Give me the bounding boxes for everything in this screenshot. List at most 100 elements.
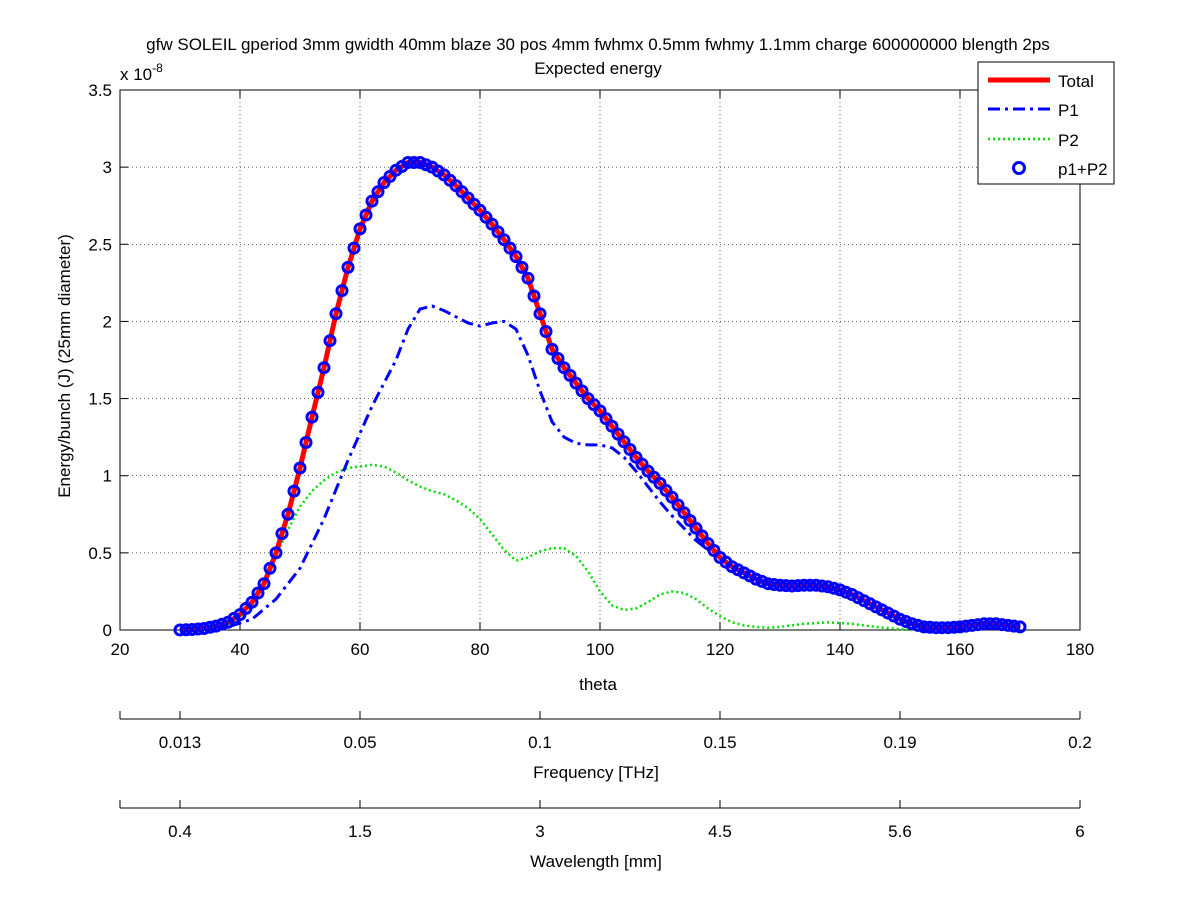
- series-p1p2-marker: [611, 427, 625, 441]
- series-p1p2-marker: [977, 617, 991, 631]
- series-p1p2-marker: [371, 185, 385, 199]
- series-p1p2-marker: [413, 156, 427, 169]
- series-p1p2-marker: [899, 615, 913, 628]
- series-p1p2-marker: [407, 156, 421, 169]
- secondary-tick-label: 0.013: [159, 733, 202, 752]
- series-p1p2-marker: [257, 577, 271, 591]
- wavelength-axis: 0.4 1.5 3 4.5 5.6 6: [119, 800, 1085, 841]
- y-tick-label: 2: [103, 312, 112, 331]
- series-p1p2-marker: [497, 233, 511, 247]
- legend-label-p1p2: p1+P2: [1058, 160, 1108, 179]
- series-p1p2-marker: [1007, 619, 1021, 633]
- x-tick-label: 160: [946, 640, 974, 659]
- series-p1p2-marker: [749, 572, 763, 586]
- x-tick-label: 80: [471, 640, 490, 659]
- chart-title-line2: Expected energy: [534, 59, 662, 78]
- x-tick-label: 140: [826, 640, 854, 659]
- x-tick-label: 180: [1066, 640, 1094, 659]
- series-p1p2-marker: [995, 618, 1009, 632]
- series-p1p2-marker: [815, 579, 829, 593]
- series-p1p2-marker: [203, 620, 217, 634]
- series-p1p2-marker: [179, 623, 193, 637]
- series-p1p2-marker: [917, 620, 931, 634]
- series-p1p2-marker: [983, 617, 997, 631]
- frequency-axis: 0.013 0.05 0.1 0.15 0.19 0.2: [119, 711, 1092, 752]
- series-p1p2-marker: [755, 574, 769, 588]
- series-p1p2-marker: [359, 208, 373, 222]
- secondary-tick-label: 3: [535, 822, 544, 841]
- series-p1p2-marker: [209, 619, 223, 633]
- series-p1p2-marker: [335, 284, 349, 298]
- series-p1p2-marker: [557, 361, 571, 375]
- series-p1p2-marker: [893, 612, 907, 626]
- series-p1p2-marker: [779, 579, 793, 593]
- series-p1p2-marker: [683, 514, 697, 527]
- legend-entry-p1: P1: [988, 101, 1079, 120]
- series-p1p2-marker: [215, 617, 229, 631]
- series-p1p2-marker: [791, 579, 805, 593]
- series-p1p2-marker: [515, 260, 529, 274]
- series-p1p2-marker: [539, 325, 553, 338]
- series-p1p2-marker: [947, 620, 961, 634]
- series-p1p2-marker: [545, 342, 559, 356]
- y-tick-label: 3.5: [88, 81, 112, 100]
- series-p1-line: [179, 304, 733, 632]
- secondary-tick-label: 1.5: [348, 822, 372, 841]
- series-p1p2-marker: [599, 412, 613, 426]
- series-p1p2-marker: [593, 404, 607, 418]
- x-axis-label: theta: [579, 675, 617, 694]
- series-p1p2-marker: [809, 578, 823, 592]
- series-p1p2-marker: [533, 307, 547, 321]
- chart-title-line1: gfw SOLEIL gperiod 3mm gwidth 40mm blaze…: [146, 35, 1050, 54]
- grid-lines: [120, 90, 1080, 630]
- series-p1p2-marker: [263, 561, 277, 575]
- series-p1p2-marker: [287, 484, 301, 498]
- series-p1p2-marker: [197, 622, 211, 635]
- x-tick-label: 20: [111, 640, 130, 659]
- series-p1p2-marker: [605, 419, 619, 433]
- y-axis-label: Energy/bunch (J) (25mm diameter): [55, 234, 74, 498]
- series-p1p2-marker: [575, 384, 589, 398]
- series-p1p2-marker: [665, 490, 679, 504]
- series-p1p2-marker: [305, 410, 319, 424]
- series-p1p2-marker: [401, 156, 415, 169]
- legend: Total P1 P2 p1+P2: [977, 61, 1115, 185]
- series-p1p2-marker: [1001, 618, 1015, 632]
- series-p1p2-marker: [785, 579, 799, 593]
- series-p1p2-marker: [275, 527, 289, 541]
- series-p1p2-marker: [485, 217, 499, 231]
- secondary-tick-label: 0.15: [703, 733, 736, 752]
- series-p1p2-marker: [563, 368, 577, 382]
- secondary-tick-label: 0.05: [343, 733, 376, 752]
- y-tick-label: 2.5: [88, 235, 112, 254]
- secondary-tick-label: 0.2: [1068, 733, 1092, 752]
- x-axis-ticks: 20 40 60 80 100 120 140 160 180: [111, 90, 1094, 659]
- series-p1p2-marker: [323, 334, 337, 348]
- series-p1p2-marker: [569, 376, 583, 390]
- wavelength-axis-label: Wavelength [mm]: [530, 852, 662, 871]
- series-layer: [173, 156, 1027, 637]
- series-p1p2-marker: [251, 586, 265, 600]
- y-tick-label: 1.5: [88, 390, 112, 409]
- series-p1p2-marker: [839, 585, 853, 599]
- series-p1p2-marker: [299, 436, 313, 449]
- secondary-tick-label: 5.6: [888, 822, 912, 841]
- series-p1p2-marker: [989, 617, 1003, 631]
- series-p1p2-marker: [527, 289, 541, 303]
- series-p1p2-marker: [317, 361, 331, 375]
- series-p1p2-marker: [797, 578, 811, 592]
- series-p1p2-marker: [1013, 620, 1027, 634]
- legend-label-p1: P1: [1058, 101, 1079, 120]
- series-p1p2-marker: [935, 621, 949, 635]
- series-p1p2-marker: [827, 581, 841, 595]
- legend-marker-p1p2: [1012, 161, 1026, 175]
- y-tick-label: 0: [103, 621, 112, 640]
- series-p1p2-marker: [509, 250, 523, 264]
- series-p1p2-marker: [173, 623, 187, 637]
- series-p1p2-marker: [941, 621, 955, 635]
- y-axis-exponent: x 10-8: [120, 61, 163, 84]
- series-p1p2-marker: [677, 506, 691, 520]
- series-p1p2-marker: [269, 546, 283, 560]
